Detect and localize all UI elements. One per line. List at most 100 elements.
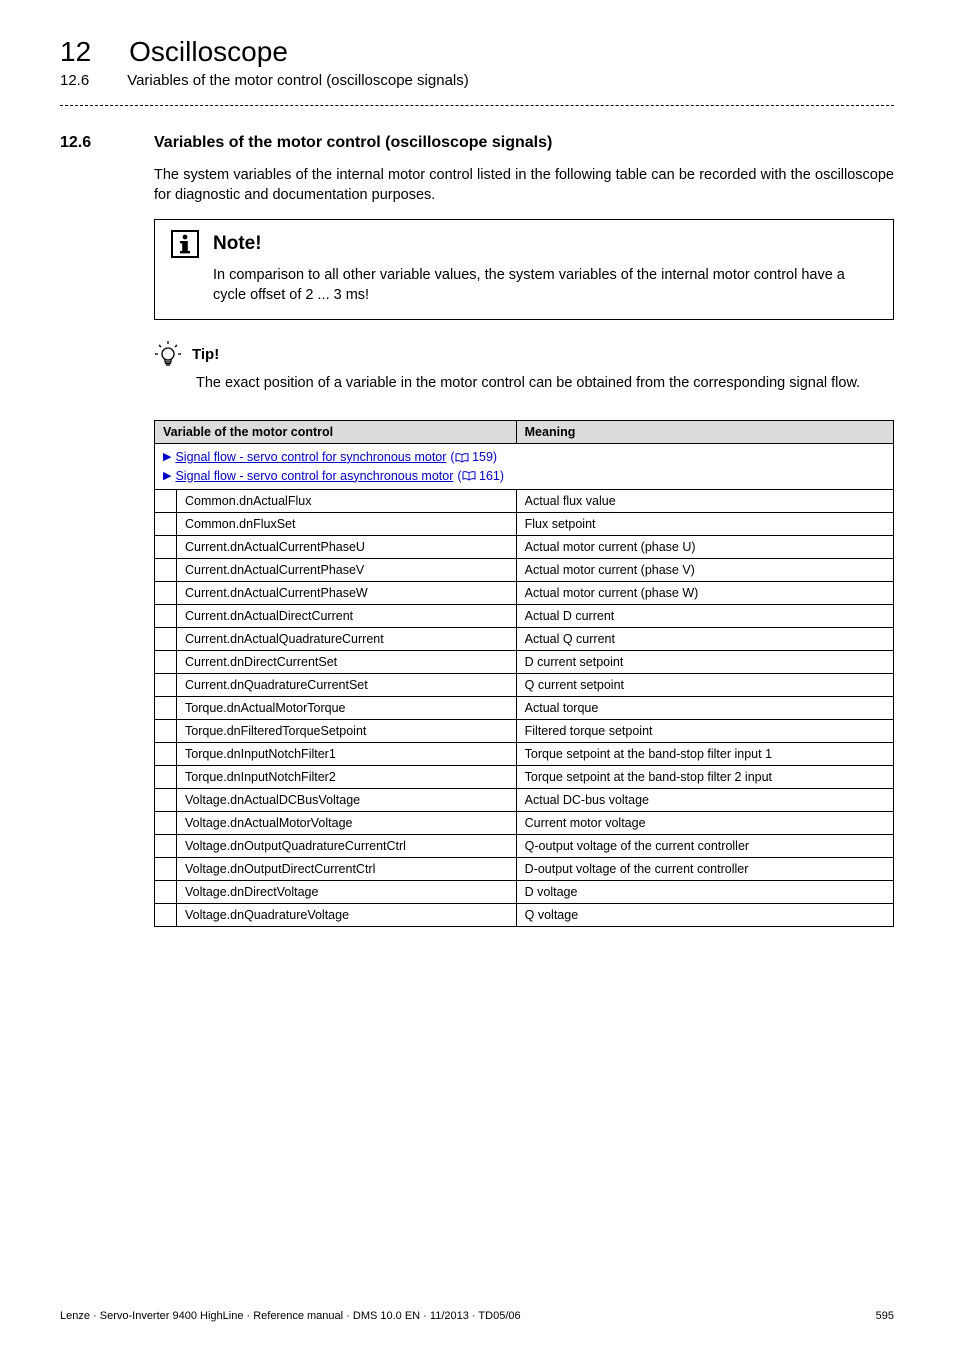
note-title: Note! — [213, 233, 262, 255]
meaning-cell: Current motor voltage — [516, 812, 893, 835]
body-block: The system variables of the internal mot… — [154, 166, 894, 927]
indent-cell — [155, 904, 177, 927]
table-row: Current.dnActualQuadratureCurrentActual … — [155, 628, 894, 651]
variable-cell: Current.dnDirectCurrentSet — [177, 651, 517, 674]
meaning-cell: Filtered torque setpoint — [516, 720, 893, 743]
indent-cell — [155, 536, 177, 559]
link-line-1[interactable]: ▶ Signal flow - servo control for synchr… — [163, 448, 885, 467]
variable-cell: Common.dnActualFlux — [177, 490, 517, 513]
col-header-variable: Variable of the motor control — [155, 420, 517, 443]
variable-cell: Torque.dnInputNotchFilter2 — [177, 766, 517, 789]
table-row: Voltage.dnOutputQuadratureCurrentCtrlQ-o… — [155, 835, 894, 858]
indent-cell — [155, 697, 177, 720]
section-number: 12.6 — [60, 134, 116, 152]
indent-cell — [155, 743, 177, 766]
variable-cell: Voltage.dnDirectVoltage — [177, 881, 517, 904]
link-line-2[interactable]: ▶ Signal flow - servo control for asynch… — [163, 467, 885, 486]
col-header-meaning: Meaning — [516, 420, 893, 443]
section-header: 12.6 Variables of the motor control (osc… — [60, 134, 894, 152]
tip-body: The exact position of a variable in the … — [196, 374, 894, 394]
note-head: Note! — [171, 230, 877, 258]
table-row: Current.dnActualCurrentPhaseWActual moto… — [155, 582, 894, 605]
page: 12 Oscilloscope 12.6 Variables of the mo… — [0, 0, 954, 1350]
meaning-cell: Actual flux value — [516, 490, 893, 513]
variable-cell: Torque.dnFilteredTorqueSetpoint — [177, 720, 517, 743]
link-text: Signal flow - servo control for asynchro… — [175, 467, 453, 486]
table-row: Voltage.dnOutputDirectCurrentCtrlD-outpu… — [155, 858, 894, 881]
footer-right: 595 — [876, 1310, 894, 1322]
tip-block: Tip! The exact position of a variable in… — [154, 340, 894, 394]
table-row: Current.dnActualDirectCurrentActual D cu… — [155, 605, 894, 628]
table-row: Torque.dnInputNotchFilter2Torque setpoin… — [155, 766, 894, 789]
indent-cell — [155, 835, 177, 858]
divider — [60, 105, 894, 106]
indent-cell — [155, 674, 177, 697]
variable-cell: Current.dnActualCurrentPhaseV — [177, 559, 517, 582]
variable-cell: Torque.dnActualMotorTorque — [177, 697, 517, 720]
meaning-cell: Actual D current — [516, 605, 893, 628]
chapter-number: 12 — [60, 36, 91, 68]
meaning-cell: Actual Q current — [516, 628, 893, 651]
link-arrow-icon: ▶ — [163, 449, 171, 466]
indent-cell — [155, 766, 177, 789]
table-row: Torque.dnInputNotchFilter1Torque setpoin… — [155, 743, 894, 766]
variable-cell: Current.dnActualDirectCurrent — [177, 605, 517, 628]
indent-cell — [155, 881, 177, 904]
footer-left: Lenze · Servo-Inverter 9400 HighLine · R… — [60, 1310, 521, 1322]
table-row: Current.dnActualCurrentPhaseUActual moto… — [155, 536, 894, 559]
link-page: ( 159) — [450, 448, 497, 467]
variable-cell: Voltage.dnQuadratureVoltage — [177, 904, 517, 927]
meaning-cell: Q current setpoint — [516, 674, 893, 697]
chapter-header: 12 Oscilloscope — [60, 36, 894, 68]
meaning-cell: Torque setpoint at the band-stop filter … — [516, 766, 893, 789]
variable-cell: Current.dnActualCurrentPhaseU — [177, 536, 517, 559]
subchapter-title: Variables of the motor control (oscillos… — [127, 72, 469, 89]
meaning-cell: Q-output voltage of the current controll… — [516, 835, 893, 858]
table-row: Voltage.dnActualDCBusVoltageActual DC-bu… — [155, 789, 894, 812]
table-row: Common.dnActualFluxActual flux value — [155, 490, 894, 513]
variable-cell: Current.dnActualCurrentPhaseW — [177, 582, 517, 605]
indent-cell — [155, 789, 177, 812]
indent-cell — [155, 628, 177, 651]
variables-table: Variable of the motor control Meaning ▶ … — [154, 420, 894, 928]
meaning-cell: D voltage — [516, 881, 893, 904]
indent-cell — [155, 812, 177, 835]
table-link-row: ▶ Signal flow - servo control for synchr… — [155, 443, 894, 490]
indent-cell — [155, 582, 177, 605]
meaning-cell: Q voltage — [516, 904, 893, 927]
variable-cell: Torque.dnInputNotchFilter1 — [177, 743, 517, 766]
chapter-title: Oscilloscope — [129, 36, 288, 68]
table-row: Current.dnActualCurrentPhaseVActual moto… — [155, 559, 894, 582]
variable-cell: Common.dnFluxSet — [177, 513, 517, 536]
variable-cell: Voltage.dnOutputQuadratureCurrentCtrl — [177, 835, 517, 858]
info-icon — [171, 230, 199, 258]
variable-cell: Current.dnQuadratureCurrentSet — [177, 674, 517, 697]
intro-text: The system variables of the internal mot… — [154, 166, 894, 205]
table-row: Common.dnFluxSetFlux setpoint — [155, 513, 894, 536]
table-row: Current.dnDirectCurrentSetD current setp… — [155, 651, 894, 674]
tip-head: Tip! — [154, 340, 894, 368]
indent-cell — [155, 490, 177, 513]
tip-title: Tip! — [192, 346, 219, 363]
meaning-cell: Actual torque — [516, 697, 893, 720]
note-box: Note! In comparison to all other variabl… — [154, 219, 894, 320]
table-row: Voltage.dnActualMotorVoltageCurrent moto… — [155, 812, 894, 835]
table-row: Voltage.dnDirectVoltageD voltage — [155, 881, 894, 904]
table-row: Voltage.dnQuadratureVoltageQ voltage — [155, 904, 894, 927]
meaning-cell: Flux setpoint — [516, 513, 893, 536]
variable-cell: Voltage.dnActualMotorVoltage — [177, 812, 517, 835]
indent-cell — [155, 559, 177, 582]
meaning-cell: Actual motor current (phase W) — [516, 582, 893, 605]
table-row: Torque.dnFilteredTorqueSetpointFiltered … — [155, 720, 894, 743]
meaning-cell: D-output voltage of the current controll… — [516, 858, 893, 881]
subchapter-header: 12.6 Variables of the motor control (osc… — [60, 72, 894, 89]
link-arrow-icon: ▶ — [163, 468, 171, 485]
indent-cell — [155, 605, 177, 628]
table-row: Current.dnQuadratureCurrentSetQ current … — [155, 674, 894, 697]
indent-cell — [155, 513, 177, 536]
link-cell: ▶ Signal flow - servo control for synchr… — [155, 443, 894, 490]
table-row: Torque.dnActualMotorTorqueActual torque — [155, 697, 894, 720]
indent-cell — [155, 858, 177, 881]
section-title: Variables of the motor control (oscillos… — [154, 134, 552, 152]
indent-cell — [155, 720, 177, 743]
